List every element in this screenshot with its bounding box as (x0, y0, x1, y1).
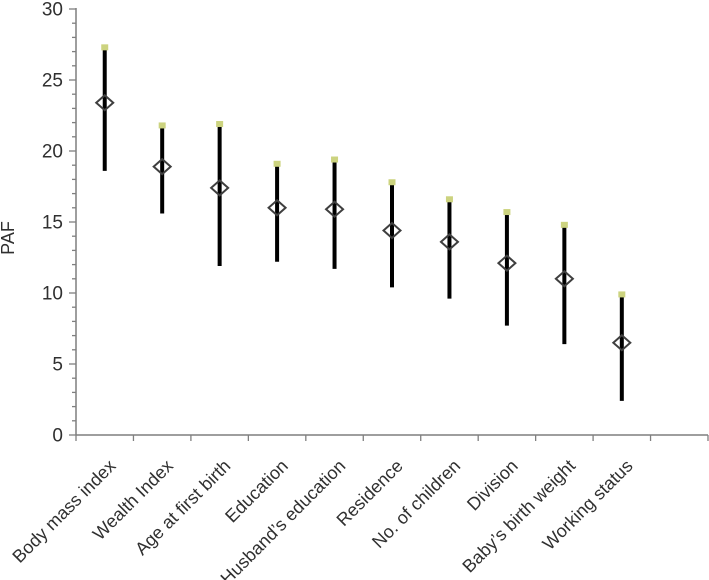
ci-upper-cap (101, 44, 109, 51)
ci-upper-cap (331, 156, 339, 163)
y-axis-title: PAF (0, 221, 18, 255)
ci-upper-cap (158, 122, 166, 129)
point-marker (94, 93, 115, 112)
x-category-label: Body mass index (8, 456, 119, 567)
y-tick-label: 10 (42, 284, 63, 305)
ci-upper-cap (216, 121, 224, 128)
ci-upper-cap (503, 209, 511, 216)
ci-upper-cap (388, 179, 396, 186)
y-tick-label: 15 (42, 213, 63, 234)
ci-upper-cap (618, 291, 626, 298)
point-marker (611, 333, 632, 352)
point-marker (439, 233, 460, 251)
point-marker (209, 179, 230, 197)
point-marker (554, 269, 575, 288)
y-tick-label: 30 (42, 0, 63, 21)
ci-upper-cap (560, 221, 568, 228)
y-tick-label: 5 (52, 355, 63, 376)
y-tick-label: 0 (52, 426, 63, 447)
point-marker (267, 198, 288, 217)
x-category-label: Division (463, 456, 522, 515)
y-tick-label: 20 (42, 142, 63, 163)
y-tick-label: 25 (42, 71, 63, 92)
ci-upper-cap (273, 160, 281, 167)
point-marker (496, 254, 517, 273)
point-marker (324, 200, 345, 219)
ci-upper-cap (445, 196, 453, 203)
point-marker (152, 157, 173, 176)
point-marker (381, 221, 403, 240)
